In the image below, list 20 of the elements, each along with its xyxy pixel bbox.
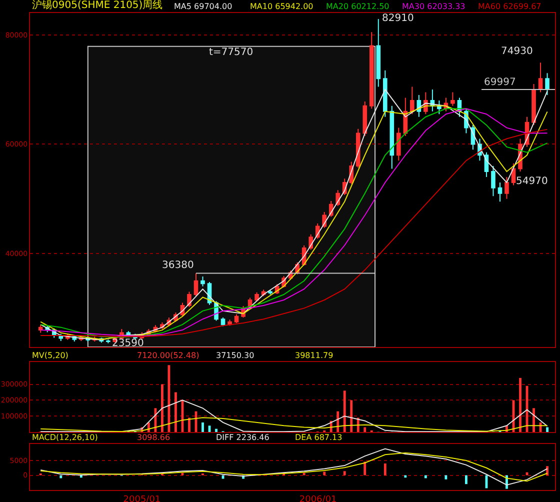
text: MA60 62699.67 xyxy=(478,2,542,11)
text: MA5 69704.00 xyxy=(174,2,232,11)
ref-line-label: 69997 xyxy=(484,77,516,88)
chart-title: MACD(12,26,10) xyxy=(32,433,98,442)
text: DIFF 2236.46 xyxy=(216,433,270,442)
annotation: 36380 xyxy=(162,260,194,271)
annotation: 23590 xyxy=(112,338,144,349)
text: 3098.66 xyxy=(137,433,170,442)
text: MA10 65942.00 xyxy=(250,2,314,11)
annotation: 82910 xyxy=(382,13,414,24)
annotation: t=77570 xyxy=(209,47,254,58)
text: 37150.30 xyxy=(216,351,254,360)
text: MA30 62033.33 xyxy=(402,2,466,11)
annotation: 74930 xyxy=(501,46,533,57)
text: 39811.79 xyxy=(295,351,334,360)
chart-title: MV(5,20) xyxy=(32,351,68,360)
series-label: 7120.00(52.48) xyxy=(137,351,200,360)
annotation: 54970 xyxy=(516,176,548,187)
text: DEA 687.13 xyxy=(295,433,342,442)
text: MA20 60212.50 xyxy=(326,2,390,11)
